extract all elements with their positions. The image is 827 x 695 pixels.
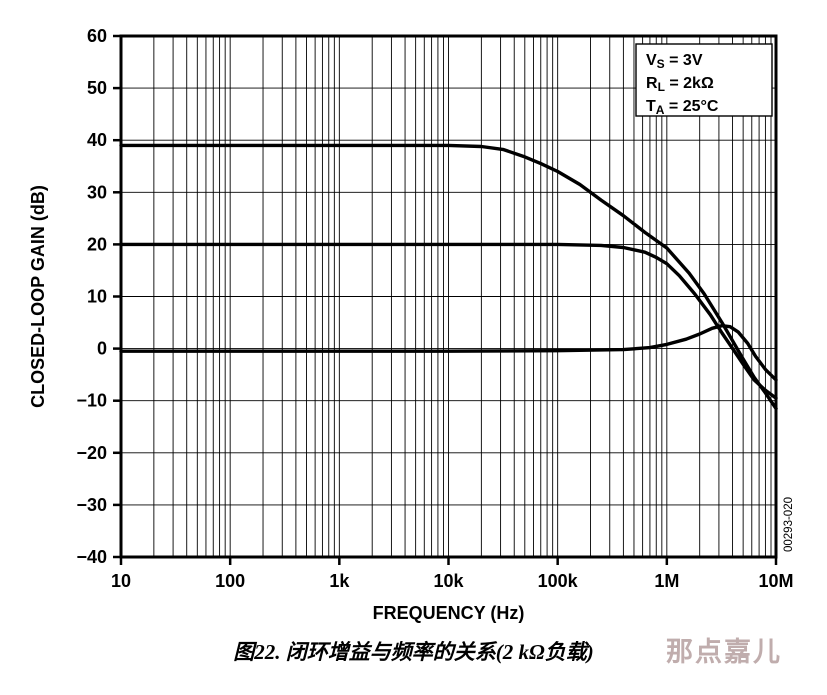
x-axis-title: FREQUENCY (Hz): [373, 603, 525, 623]
y-tick-label: −10: [76, 391, 107, 411]
x-tick-label: 1M: [654, 571, 679, 591]
x-tick-label: 1k: [329, 571, 350, 591]
y-tick-label: −20: [76, 443, 107, 463]
x-tick-label: 100: [215, 571, 245, 591]
x-tick-label: 10M: [758, 571, 793, 591]
gain-curve-0: [119, 143, 778, 411]
y-tick-label: −40: [76, 547, 107, 567]
x-tick-label: 10k: [433, 571, 464, 591]
y-tick-label: 60: [87, 26, 107, 46]
gain-curve-2: [119, 324, 778, 382]
figure-code: 00293-020: [783, 497, 795, 552]
plot-frame: [119, 34, 778, 559]
condition-line: VS = 3V: [646, 52, 703, 71]
caption-row: 图22. 闭环增益与频率的关系(2 kΩ负载): [0, 636, 827, 666]
y-tick-label: 20: [87, 234, 107, 254]
conditions-box: [635, 43, 773, 117]
y-tick-label: 10: [87, 287, 107, 307]
gain-curve-1: [119, 242, 778, 400]
figure-caption: 图22. 闭环增益与频率的关系(2 kΩ负载): [233, 640, 594, 664]
y-tick-label: 30: [87, 182, 107, 202]
y-tick-label: 0: [97, 339, 107, 359]
x-tick-label: 100k: [538, 571, 579, 591]
x-tick-label: 10: [111, 571, 131, 591]
y-tick-label: −30: [76, 495, 107, 515]
y-axis-title: CLOSED-LOOP GAIN (dB): [28, 185, 48, 408]
condition-line: TA = 25°C: [646, 98, 719, 117]
y-tick-label: 40: [87, 130, 107, 150]
y-tick-label: 50: [87, 78, 107, 98]
condition-line: RL = 2kΩ: [646, 75, 714, 94]
